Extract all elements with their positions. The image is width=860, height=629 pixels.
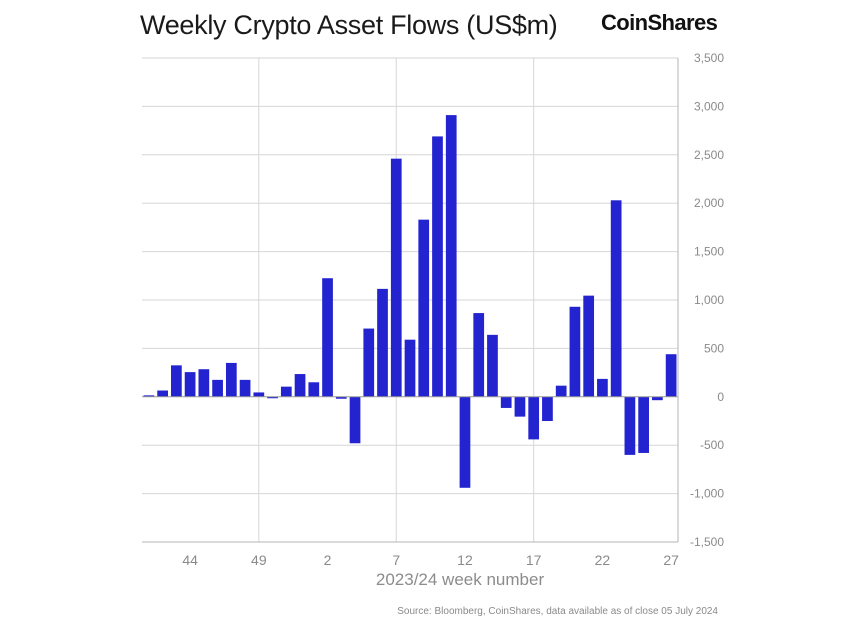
bar-week-49 (253, 392, 265, 397)
y-tick-label: -1,500 (690, 535, 724, 549)
x-tick-label: 17 (526, 552, 542, 568)
bar-week-48 (239, 379, 251, 397)
bar-week-19 (555, 385, 567, 397)
bar-week-9 (418, 219, 430, 397)
bar-week-24 (624, 396, 636, 455)
bar-week-10 (432, 136, 443, 397)
bar-week-51 (280, 386, 292, 397)
bar-week-41 (143, 395, 155, 397)
y-tick-label: 3,000 (694, 99, 724, 113)
y-tick-label: 0 (717, 390, 724, 404)
bar-week-25 (638, 396, 649, 453)
bar-week-50 (267, 396, 278, 399)
y-axis-tick-labels: 3,500 3,000 2,500 2,000 1,500 1,000 500 0 -500 -1… (690, 51, 724, 549)
x-tick-label: 2 (324, 552, 332, 568)
bar-week-1 (308, 382, 320, 397)
bar-week-2 (322, 278, 333, 397)
x-tick-label: 49 (251, 552, 267, 568)
bar-week-27 (665, 354, 677, 397)
bar-week-52 (294, 374, 306, 397)
x-tick-label: 22 (595, 552, 611, 568)
bar-week-14 (487, 334, 498, 397)
source-note: Source: Bloomberg, CoinShares, data avai… (397, 606, 718, 617)
bar-week-4 (349, 396, 361, 444)
bar-week-11 (445, 115, 457, 397)
x-tick-label: 27 (663, 552, 679, 568)
chart-title: Weekly Crypto Asset Flows (US$m) (140, 10, 558, 40)
bar-week-17 (528, 396, 540, 440)
y-tick-label: 500 (704, 341, 724, 355)
y-tick-label: 2,000 (694, 196, 724, 210)
bar-week-45 (198, 369, 210, 397)
y-tick-label: 2,500 (694, 148, 724, 162)
bar-week-42 (157, 390, 168, 397)
bar-series (143, 115, 677, 488)
axes (142, 58, 679, 543)
y-tick-label: 3,500 (694, 51, 724, 65)
bar-week-13 (473, 313, 485, 397)
y-tick-label: -1,000 (690, 487, 724, 501)
bar-week-6 (377, 288, 388, 397)
bar-week-46 (212, 379, 223, 397)
bar-week-18 (542, 396, 553, 421)
y-tick-label: 1,000 (694, 293, 724, 307)
x-axis-title: 2023/24 week number (375, 570, 545, 589)
x-tick-label: 44 (182, 552, 198, 568)
coinshares-logo: CoinShares (601, 10, 718, 35)
bar-week-5 (363, 328, 375, 397)
bar-week-22 (597, 378, 608, 397)
x-tick-label: 7 (392, 552, 400, 568)
bar-week-23 (610, 200, 622, 397)
x-axis-tick-labels: 44 49 2 7 12 17 22 27 (182, 552, 679, 568)
gridlines (142, 57, 678, 543)
bar-week-21 (583, 295, 595, 397)
y-tick-label: -500 (700, 438, 724, 452)
x-tick-label: 12 (457, 552, 473, 568)
bar-week-43 (171, 365, 182, 397)
bar-week-26 (652, 396, 663, 401)
bar-week-16 (514, 396, 526, 417)
bar-week-8 (404, 339, 416, 397)
bar-week-44 (184, 372, 196, 397)
bar-week-3 (335, 396, 347, 399)
bar-week-20 (569, 306, 581, 397)
bar-week-47 (225, 362, 237, 397)
y-tick-label: 1,500 (694, 245, 724, 259)
bar-week-7 (390, 158, 402, 397)
bar-week-15 (500, 396, 512, 408)
bar-week-12 (459, 396, 471, 488)
